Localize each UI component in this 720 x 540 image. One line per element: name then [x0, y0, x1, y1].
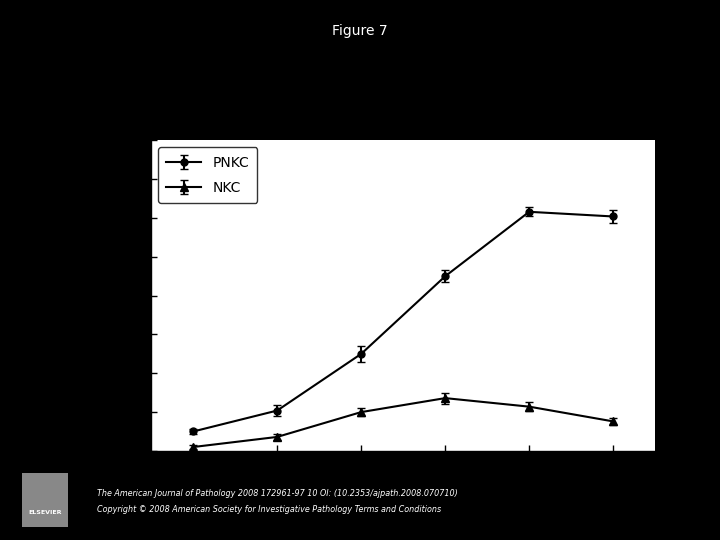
Text: The American Journal of Pathology 2008 172961-97 10 OI: (10.2353/ajpath.2008.070: The American Journal of Pathology 2008 1…: [97, 489, 458, 498]
Text: Figure 7: Figure 7: [332, 24, 388, 38]
Text: ELSEVIER: ELSEVIER: [28, 510, 62, 516]
Text: Copyright © 2008 American Society for Investigative Pathology Terms and Conditio: Copyright © 2008 American Society for In…: [97, 505, 441, 514]
Y-axis label: NGF Conc. pg/ml: NGF Conc. pg/ml: [103, 238, 117, 354]
Legend: PNKC, NKC: PNKC, NKC: [158, 147, 257, 203]
